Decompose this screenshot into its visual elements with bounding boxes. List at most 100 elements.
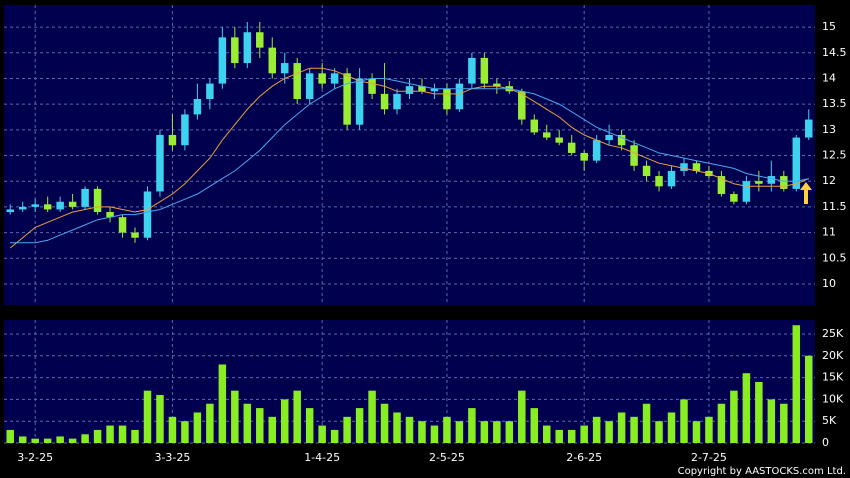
v-tick-label: 25K [822, 327, 844, 340]
volume-bar [355, 408, 364, 443]
volume-bar [480, 421, 489, 443]
candle-body [543, 132, 551, 138]
volume-bar [692, 421, 701, 443]
volume-bar [592, 416, 601, 443]
candle-body [368, 78, 376, 94]
candle-body [43, 204, 52, 210]
candle-body [218, 37, 227, 84]
candle-body [730, 194, 738, 202]
candle-body [580, 152, 588, 161]
volume-bar [43, 438, 52, 443]
candle-body [655, 176, 663, 187]
candle-body [455, 83, 464, 110]
plot-layer: 10 10.5 11 11.5 12 12.5 13 13.5 14 14.5 15 0 5K 10K 15… [4, 5, 847, 464]
volume-bar [93, 429, 102, 443]
candle-body [93, 188, 102, 213]
volume-bar [156, 395, 164, 443]
candle-body [418, 86, 426, 92]
volume-bar [305, 408, 314, 443]
y-tick-label: 10.5 [822, 251, 847, 264]
volume-bar [131, 429, 139, 443]
candle-body [305, 73, 314, 100]
volume-bar [81, 434, 89, 443]
candle-body [318, 73, 326, 84]
v-tick-label: 0 [822, 436, 829, 449]
candle-body [667, 170, 676, 187]
volume-bar [418, 421, 426, 443]
volume-bar [231, 390, 239, 443]
candle-body [118, 217, 127, 233]
arrow-icon [800, 182, 812, 204]
volume-bar [767, 399, 776, 443]
candle-body [468, 57, 476, 84]
volume-bar [705, 416, 713, 443]
candle-body [592, 140, 601, 161]
candle-body [343, 73, 351, 125]
candle-body [480, 57, 489, 84]
volume-bar [218, 364, 227, 443]
moving-average [10, 78, 809, 244]
candle-body [143, 191, 152, 238]
candle-body [330, 73, 339, 84]
candle-body [430, 88, 439, 92]
volume-bar [6, 429, 14, 443]
y-tick-label: 12.5 [822, 149, 847, 162]
copyright: Copyright by AASTOCKS.com Ltd. [678, 466, 846, 477]
volume-bar [380, 403, 389, 443]
volume-bar [256, 408, 264, 443]
volume-bar [243, 403, 252, 443]
price-panel [4, 5, 815, 305]
candle-body [181, 114, 189, 146]
candle-body [717, 176, 726, 195]
volume-bar [567, 429, 576, 443]
volume-bar [755, 381, 763, 443]
volume-bar [792, 325, 801, 443]
candle-body [206, 83, 214, 100]
candle-body [567, 142, 576, 153]
volume-bar [730, 390, 738, 443]
volume-bar [630, 416, 638, 443]
candle-body [692, 163, 701, 171]
candle-body [68, 201, 77, 207]
candle-body [18, 206, 27, 210]
volume-bar [330, 429, 339, 443]
candle-body [630, 145, 638, 166]
v-tick-label: 5K [822, 414, 837, 427]
x-tick-label: 1-4-25 [304, 451, 340, 464]
candle-body [617, 134, 626, 146]
volume-bar [430, 425, 439, 443]
candle-body [193, 99, 202, 115]
y-tick-label: 14 [822, 71, 836, 84]
volume-bar [181, 421, 189, 443]
candle-body [256, 32, 264, 48]
v-tick-label: 15K [822, 371, 844, 384]
candle-body [168, 134, 177, 146]
candle-body [742, 181, 751, 202]
x-tick-label: 2-6-25 [566, 451, 602, 464]
candle-body [268, 47, 276, 74]
candle-body [642, 165, 651, 177]
volume-bar [56, 436, 64, 443]
volume-bar [605, 421, 613, 443]
candle-body [805, 119, 813, 138]
candle-body [780, 176, 788, 189]
y-tick-label: 11 [822, 226, 836, 239]
v-tick-label: 10K [822, 392, 844, 405]
y-tick-label: 13.5 [822, 97, 847, 110]
volume-bar [655, 421, 663, 443]
volume-bar [780, 403, 788, 443]
volume-bar [206, 403, 214, 443]
candle-body [493, 83, 501, 87]
candle-body [518, 91, 526, 120]
candle-body [293, 63, 301, 100]
y-tick-label: 14.5 [822, 46, 847, 59]
candle-body [56, 201, 64, 210]
candle-body [81, 188, 89, 207]
candle-body [755, 181, 763, 184]
candle-body [156, 134, 164, 192]
candle-body [767, 176, 776, 184]
x-tick-label: 2-7-25 [691, 451, 727, 464]
volume-bar [530, 408, 539, 443]
volume-bar [193, 412, 202, 443]
